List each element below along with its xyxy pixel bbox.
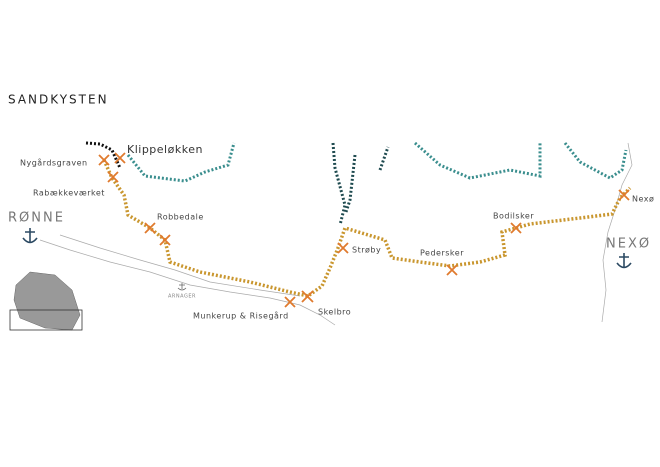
title: SANDKYSTEN xyxy=(8,93,109,107)
markers xyxy=(98,152,630,308)
anchor-roenne xyxy=(22,228,38,244)
trail-dark xyxy=(378,146,390,171)
trail-teal xyxy=(126,142,236,183)
place-label: Rabækkeværket xyxy=(33,189,105,198)
place-label: Strøby xyxy=(352,246,381,255)
place-label: Nygårdsgraven xyxy=(20,158,88,168)
place-label: Klippeløkken xyxy=(127,143,203,156)
trail-teal xyxy=(563,142,628,180)
x-marks xyxy=(98,152,630,308)
anchor-icon xyxy=(22,228,38,244)
inset-frame xyxy=(9,309,83,331)
place-label: Pedersker xyxy=(420,249,464,258)
place-label: Bodilsker xyxy=(493,212,534,221)
anchor-icon xyxy=(616,253,632,269)
anchor-arnager xyxy=(177,283,187,291)
island-inset xyxy=(13,271,81,331)
place-label: Nexø xyxy=(632,195,654,204)
place-label: ARNAGER xyxy=(168,294,196,300)
town-label: RØNNE xyxy=(8,211,65,226)
place-label: Munkerup & Risegård xyxy=(193,311,289,321)
coastline xyxy=(39,239,336,326)
trail-dark xyxy=(344,154,357,213)
coastline xyxy=(59,234,301,297)
coastline xyxy=(601,142,633,323)
anchor-nexoe xyxy=(616,253,632,269)
trail-black xyxy=(85,141,122,169)
place-label: Skelbro xyxy=(318,308,351,317)
trail-dark xyxy=(331,142,347,226)
town-label: NEXØ xyxy=(606,237,651,252)
place-label: Robbedale xyxy=(157,213,204,222)
